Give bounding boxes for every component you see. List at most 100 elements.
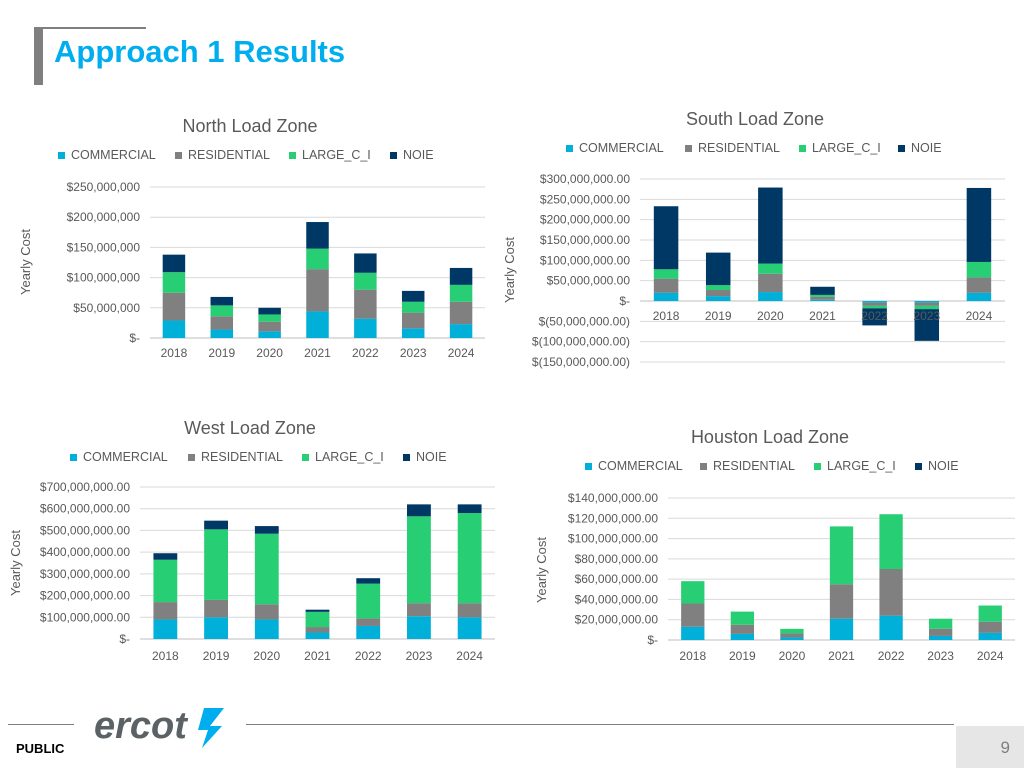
south-load-zone-y-tick-label: $(100,000,000.00)	[532, 335, 630, 349]
south-load-zone-bar-large-c-i-2021	[810, 294, 835, 297]
west-load-zone-bar-large-c-i-2024	[457, 513, 482, 604]
footer-divider	[246, 724, 954, 725]
south-load-zone-legend-label-large-c-i: LARGE_C_I	[812, 141, 881, 155]
north-load-zone-bar-residential-2021	[306, 269, 329, 312]
north-load-zone-y-tick-label: $100,000,000	[67, 271, 141, 285]
houston-load-zone-bar-commercial-2020	[780, 637, 804, 640]
west-load-zone-x-tick-label: 2019	[203, 649, 230, 663]
north-load-zone-bar-residential-2019	[210, 316, 234, 330]
north-load-zone-bar-residential-2020	[258, 321, 281, 332]
houston-load-zone-bar-residential-2020	[780, 633, 804, 638]
houston-load-zone-y-tick-label: $-	[647, 633, 658, 647]
north-load-zone-legend-label-residential: RESIDENTIAL	[188, 148, 270, 162]
north-load-zone-x-tick-label: 2023	[400, 346, 427, 360]
north-load-zone-y-tick-label: $150,000,000	[67, 240, 141, 254]
south-load-zone-legend-swatch-commercial	[566, 145, 573, 152]
north-load-zone-legend-swatch-residential	[175, 152, 182, 159]
west-load-zone-bar-large-c-i-2019	[204, 529, 228, 600]
south-load-zone-y-tick-label: $-	[619, 294, 630, 308]
north-load-zone-bar-noie-2019	[210, 296, 234, 306]
houston-load-zone-legend-label-residential: RESIDENTIAL	[713, 459, 795, 473]
houston-load-zone-title: Houston Load Zone	[691, 427, 849, 447]
west-load-zone-bar-residential-2022	[356, 618, 381, 626]
north-load-zone-bar-commercial-2023	[401, 328, 425, 338]
houston-load-zone-y-axis-label: Yearly Cost	[534, 537, 549, 603]
north-load-zone-x-tick-label: 2020	[256, 346, 283, 360]
west-load-zone-chart: West Load Zone COMMERCIAL RESIDENTIAL LARGE…	[8, 418, 495, 663]
west-load-zone-bar-commercial-2019	[204, 617, 228, 639]
south-load-zone-legend-swatch-large-c-i	[799, 145, 806, 152]
title-accent-bar	[34, 27, 43, 85]
houston-load-zone-legend-swatch-large-c-i	[814, 463, 821, 470]
houston-load-zone-y-tick-label: $40,000,000.00	[575, 592, 659, 606]
west-load-zone-bar-noie-2019	[204, 520, 228, 530]
houston-load-zone-x-tick-label: 2020	[779, 649, 806, 663]
south-load-zone-legend-label-commercial: COMMERCIAL	[579, 141, 664, 155]
south-load-zone-bar-commercial-2024	[966, 292, 992, 301]
south-load-zone-bar-large-c-i-2020	[758, 263, 783, 274]
north-load-zone-legend-swatch-large-c-i	[289, 152, 296, 159]
houston-load-zone-bar-large-c-i-2023	[928, 618, 953, 629]
houston-load-zone-bar-residential-2018	[681, 603, 705, 627]
page-number-box	[956, 726, 1024, 768]
west-load-zone-bar-residential-2018	[153, 602, 178, 620]
houston-load-zone-x-tick-label: 2021	[828, 649, 855, 663]
south-load-zone-bar-large-c-i-2022	[862, 305, 887, 309]
houston-load-zone-bar-commercial-2019	[730, 633, 755, 640]
houston-load-zone-legend-label-large-c-i: LARGE_C_I	[827, 459, 896, 473]
north-load-zone-bar-residential-2023	[401, 312, 425, 329]
north-load-zone-bar-noie-2020	[258, 307, 281, 315]
north-load-zone-x-tick-label: 2018	[161, 346, 188, 360]
south-load-zone-y-tick-label: $50,000,000.00	[547, 274, 631, 288]
south-load-zone-legend-swatch-residential	[685, 145, 692, 152]
houston-load-zone-bar-residential-2024	[978, 621, 1002, 633]
north-load-zone-title: North Load Zone	[182, 116, 317, 136]
ercot-logo-text: ercot	[94, 705, 188, 747]
houston-load-zone-y-tick-label: $60,000,000.00	[575, 572, 659, 586]
houston-load-zone-bar-large-c-i-2022	[879, 514, 903, 569]
houston-load-zone-bar-residential-2022	[879, 569, 903, 616]
south-load-zone-bar-large-c-i-2023	[914, 305, 940, 310]
west-load-zone-legend-swatch-large-c-i	[302, 454, 309, 461]
south-load-zone-bar-residential-2018	[653, 278, 679, 293]
south-load-zone-y-tick-label: $(50,000,000.00)	[539, 314, 630, 328]
west-load-zone-y-tick-label: $700,000,000.00	[40, 480, 130, 494]
north-load-zone-bar-commercial-2019	[210, 329, 234, 338]
houston-load-zone-bar-commercial-2021	[829, 618, 854, 640]
south-load-zone-bar-noie-2024	[966, 187, 992, 262]
houston-load-zone-chart: Houston Load Zone COMMERCIAL RESIDENTIAL LA…	[534, 427, 1015, 663]
south-load-zone-bar-noie-2023	[914, 309, 940, 341]
south-load-zone-bar-commercial-2019	[705, 296, 731, 301]
west-load-zone-y-tick-label: $100,000,000.00	[40, 610, 130, 624]
houston-load-zone-bar-large-c-i-2019	[730, 611, 755, 625]
north-load-zone-bar-residential-2024	[449, 301, 473, 325]
north-load-zone-y-tick-label: $250,000,000	[67, 180, 141, 194]
west-load-zone-bar-commercial-2022	[356, 625, 381, 639]
west-load-zone-bar-residential-2019	[204, 599, 228, 618]
north-load-zone-bar-large-c-i-2024	[449, 284, 473, 302]
houston-load-zone-legend-swatch-noie	[915, 463, 922, 470]
page-number: 9	[1000, 738, 1010, 757]
houston-load-zone-bar-residential-2021	[829, 584, 854, 619]
west-load-zone-bar-noie-2018	[153, 553, 178, 560]
west-load-zone-bar-residential-2020	[254, 604, 279, 620]
west-load-zone-legend-label-noie: NOIE	[416, 450, 447, 464]
west-load-zone-y-tick-label: $600,000,000.00	[40, 502, 130, 516]
houston-load-zone-bar-large-c-i-2018	[681, 581, 705, 604]
south-load-zone-y-axis-label: Yearly Cost	[502, 237, 517, 303]
page-title: Approach 1 Results	[54, 34, 346, 69]
south-load-zone-legend-swatch-noie	[898, 145, 905, 152]
houston-load-zone-bar-commercial-2024	[978, 632, 1002, 640]
west-load-zone-bar-noie-2024	[457, 504, 482, 514]
north-load-zone-bar-large-c-i-2023	[401, 301, 425, 313]
title-top-rule	[34, 27, 146, 29]
north-load-zone-legend-label-noie: NOIE	[403, 148, 434, 162]
west-load-zone-bar-large-c-i-2021	[305, 611, 330, 628]
houston-load-zone-y-tick-label: $20,000,000.00	[575, 613, 659, 627]
west-load-zone-bar-large-c-i-2022	[356, 583, 381, 619]
west-load-zone-bar-noie-2020	[254, 526, 279, 534]
houston-load-zone-y-tick-label: $100,000,000.00	[568, 532, 658, 546]
south-load-zone-bar-large-c-i-2018	[653, 269, 679, 279]
south-load-zone-bar-residential-2024	[966, 277, 992, 293]
north-load-zone-y-axis-label: Yearly Cost	[18, 229, 33, 295]
